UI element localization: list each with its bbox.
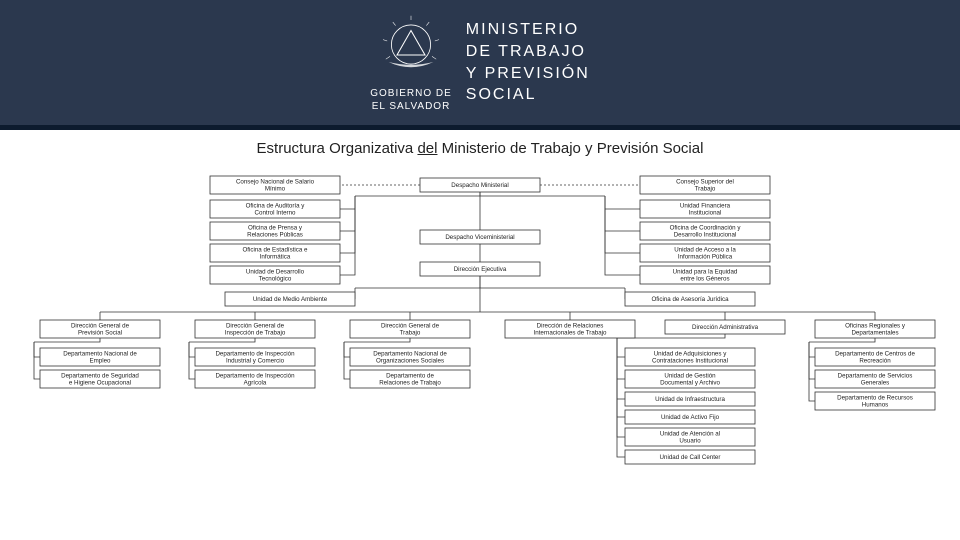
node-label-vice: Despacho Viceministerial <box>445 234 514 241</box>
page-title: Estructura Organizativa del Ministerio d… <box>0 140 960 157</box>
node-label-dnos: Departamento Nacional deOrganizaciones S… <box>373 350 447 364</box>
node-label-uaci: Unidad de Adquisiciones yContrataciones … <box>652 350 728 364</box>
node-label-ord: Oficinas Regionales yDepartamentales <box>845 322 906 336</box>
node-label-ocdi: Oficina de Coordinación yDesarrollo Inst… <box>670 224 742 238</box>
node-label-uaip: Unidad de Acceso a laInformación Pública <box>674 246 736 260</box>
node-label-uinf: Unidad de Infraestructura <box>655 396 725 403</box>
national-crest-icon <box>376 13 446 83</box>
node-label-ueg: Unidad para la Equidadentre los Géneros <box>673 268 738 282</box>
node-label-oprp: Oficina de Prensa yRelaciones Públicas <box>247 224 303 238</box>
node-label-ugda: Unidad de GestiónDocumental y Archivo <box>660 372 720 386</box>
node-label-ucc: Unidad de Call Center <box>660 454 721 461</box>
node-label-dgps: Dirección General dePrevisión Social <box>71 322 130 336</box>
node-label-uma: Unidad de Medio Ambiente <box>253 296 328 303</box>
ministry-title: MINISTERIO DE TRABAJO Y PREVISIÓN SOCIAL <box>466 19 590 105</box>
node-label-dgit: Dirección General deInspección de Trabaj… <box>225 322 286 336</box>
node-label-uaf: Unidad de Activo Fijo <box>661 414 720 421</box>
node-label-dsho: Departamento de Seguridade Higiene Ocupa… <box>61 372 139 386</box>
node-label-top: Despacho Ministerial <box>451 182 508 189</box>
header-divider <box>0 125 960 130</box>
node-label-diic: Departamento de InspecciónIndustrial y C… <box>215 350 295 364</box>
node-label-drt: Departamento deRelaciones de Trabajo <box>379 372 441 386</box>
crest-block: GOBIERNO DE EL SALVADOR <box>370 13 452 113</box>
node-label-da: Dirección Administrativa <box>692 324 759 331</box>
header-banner: GOBIERNO DE EL SALVADOR MINISTERIO DE TR… <box>0 0 960 125</box>
crest-caption: GOBIERNO DE EL SALVADOR <box>370 87 452 113</box>
node-label-de: Dirección Ejecutiva <box>454 266 507 273</box>
node-label-drit: Dirección de RelacionesInternacionales d… <box>534 322 607 336</box>
org-chart: Despacho MinisterialConsejo Nacional de … <box>0 170 960 540</box>
node-label-oaj: Oficina de Asesoría Jurídica <box>651 296 729 303</box>
